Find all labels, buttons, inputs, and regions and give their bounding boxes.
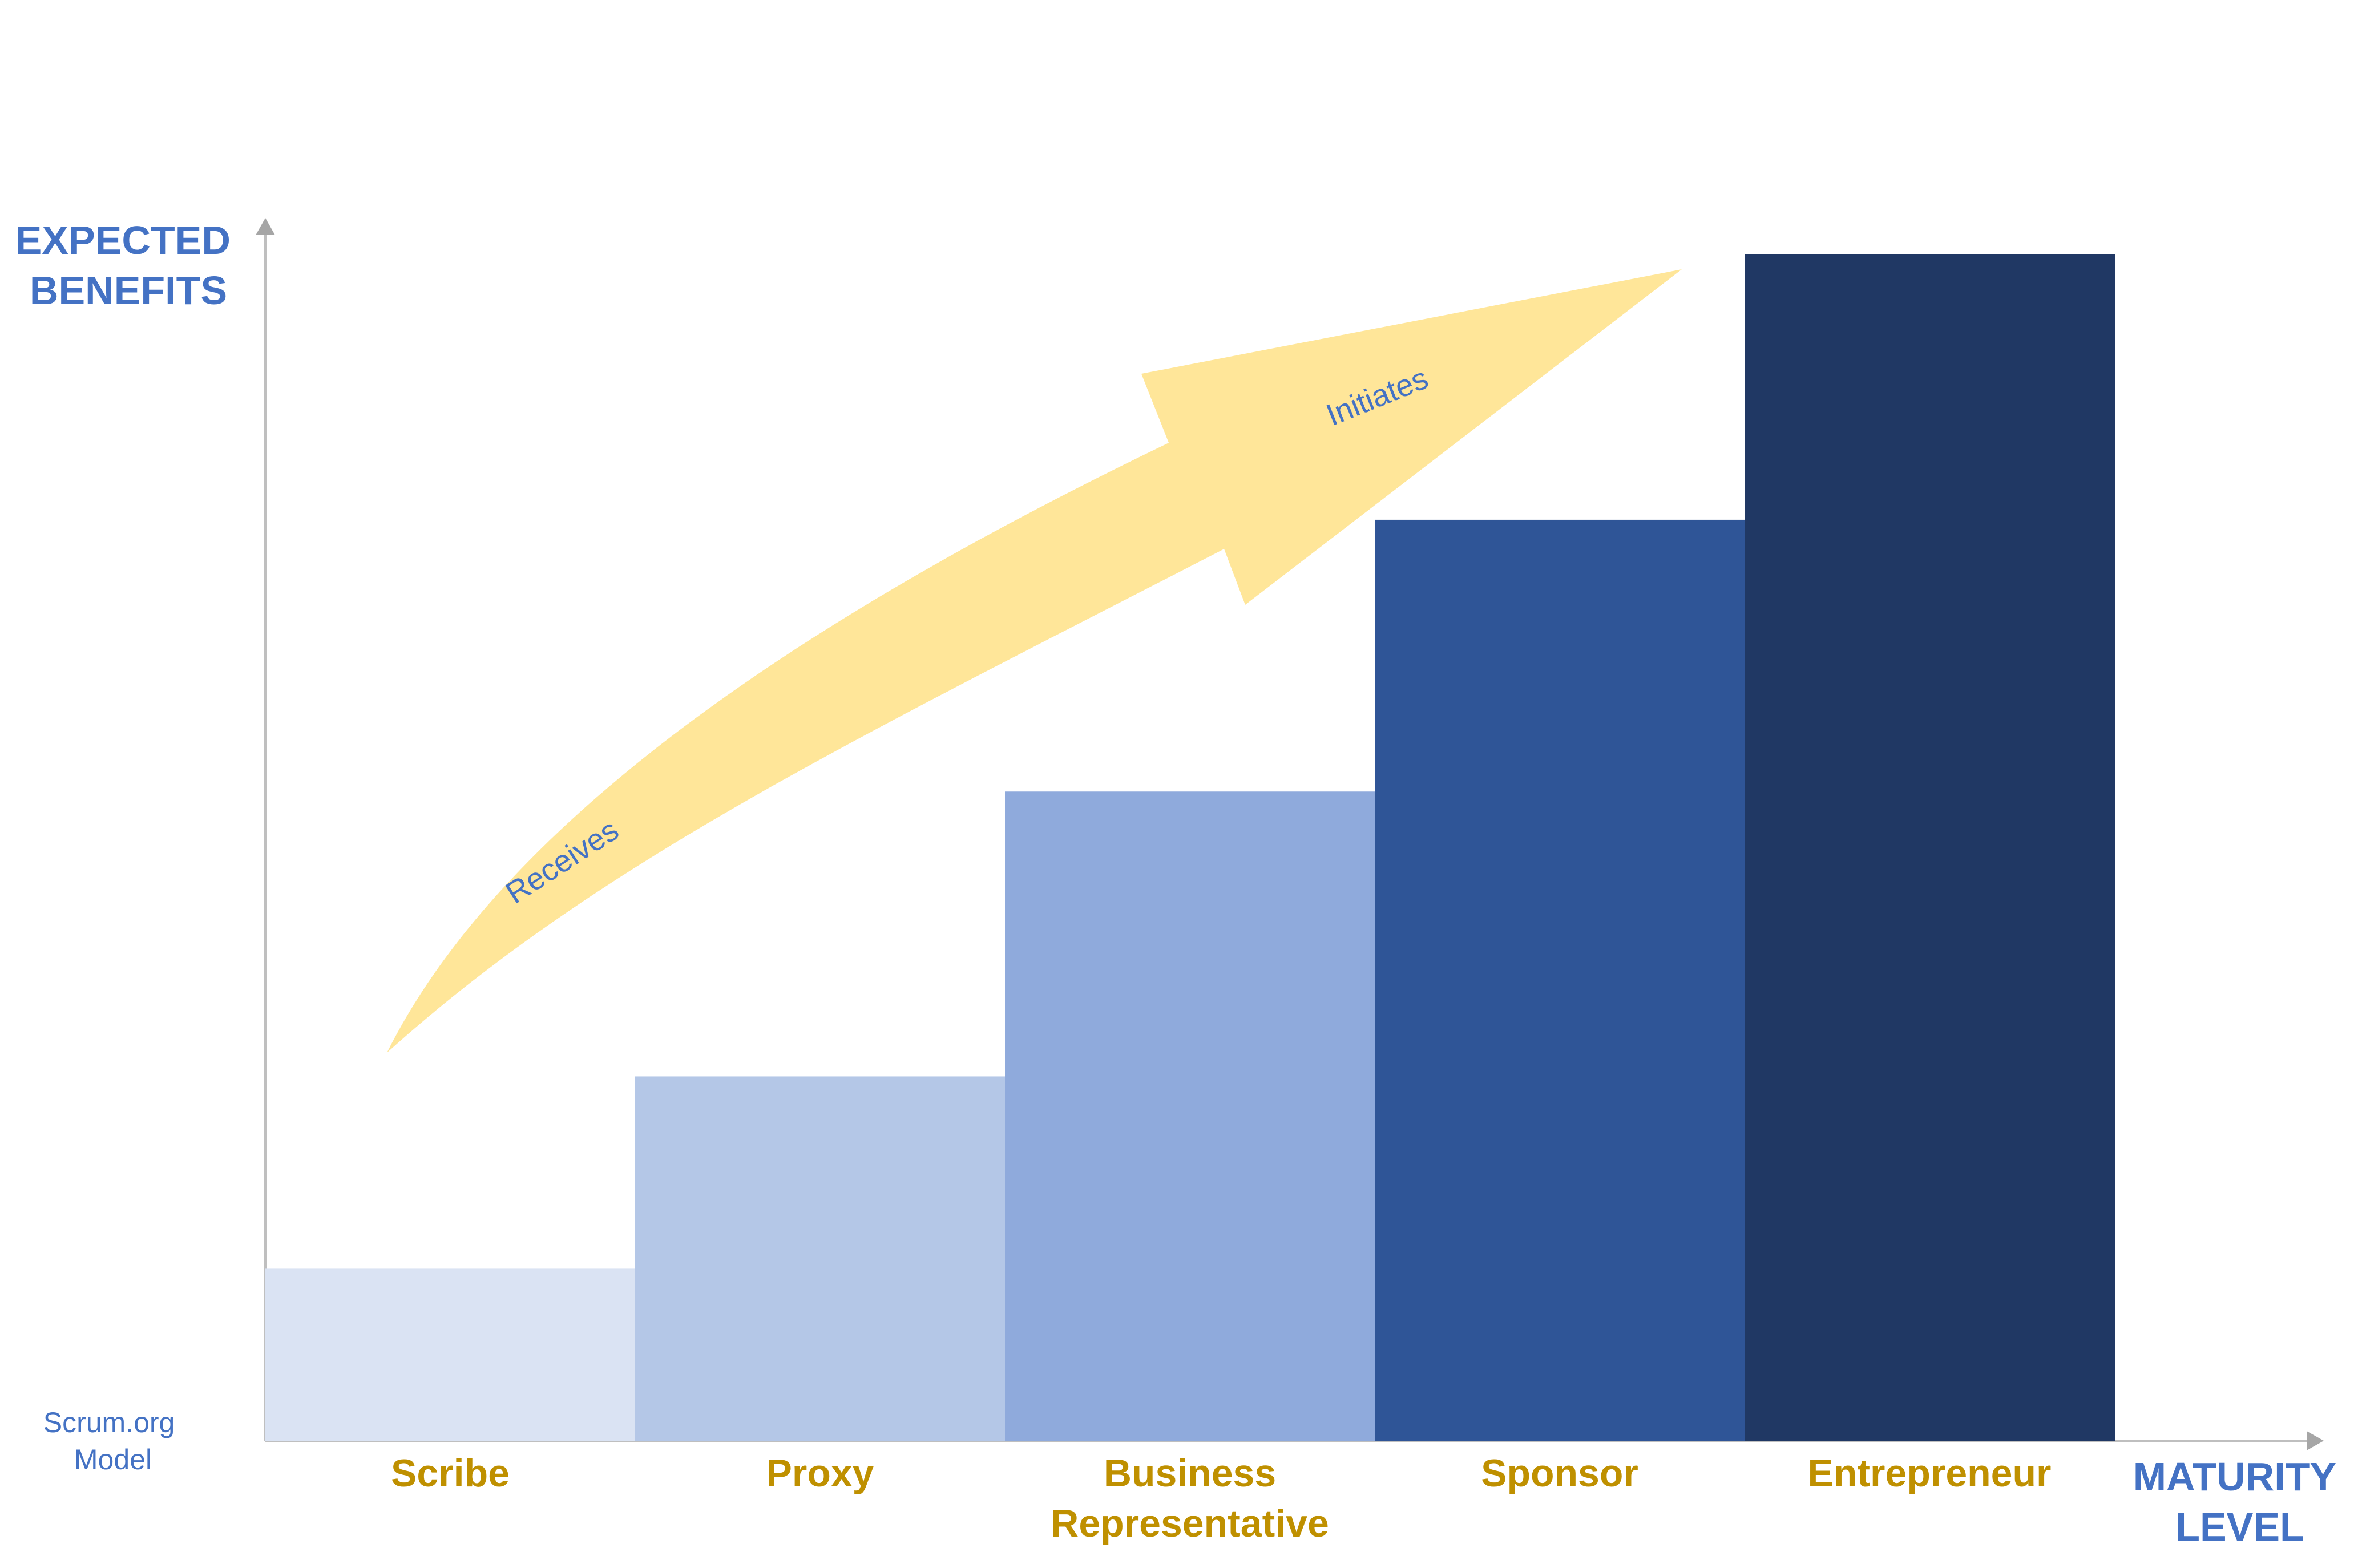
category-label-scribe: Scribe (391, 1452, 510, 1495)
source-note-line-2: Model (74, 1444, 152, 1476)
x-axis-title-line-1: MATURITY (2133, 1454, 2336, 1499)
category-label-proxy: Proxy (766, 1452, 874, 1495)
y-axis-title-line-1: EXPECTED (15, 218, 231, 262)
category-label-line: Scribe (391, 1452, 510, 1495)
y-axis-title-line-2: BENEFITS (30, 268, 227, 313)
category-label-entrepreneur: Entrepreneur (1808, 1452, 2052, 1495)
x-axis-title-line-2: LEVEL (2175, 1505, 2304, 1549)
category-labels: Scribe Proxy Business Representative Sponsor… (391, 1452, 2051, 1545)
category-label-line: Proxy (766, 1452, 874, 1495)
source-note-line-1: Scrum.org (43, 1407, 175, 1438)
y-axis-arrowhead (256, 218, 275, 235)
category-label-line: Representative (1051, 1502, 1329, 1545)
bars-group (265, 254, 2115, 1441)
category-label-sponsor: Sponsor (1481, 1452, 1638, 1495)
bar-entrepreneur (1745, 254, 2115, 1441)
bar-business-representative (1005, 791, 1375, 1441)
bar-proxy (635, 1076, 1006, 1441)
source-note: Scrum.org Model (43, 1407, 183, 1476)
category-label-line: Entrepreneur (1808, 1452, 2052, 1495)
x-axis-arrowhead (2307, 1431, 2324, 1450)
growth-arrow (387, 269, 1682, 1053)
y-axis-title: EXPECTED BENEFITS (15, 218, 242, 313)
growth-arrow-shape (387, 269, 1682, 1053)
bar-sponsor (1375, 519, 1745, 1441)
bar-scribe (265, 1268, 636, 1441)
category-label-line: Sponsor (1481, 1452, 1638, 1495)
x-axis-title: MATURITY LEVEL (2133, 1454, 2347, 1549)
category-label-business-representative: Business Representative (1051, 1452, 1329, 1545)
category-label-line: Business (1104, 1452, 1276, 1495)
